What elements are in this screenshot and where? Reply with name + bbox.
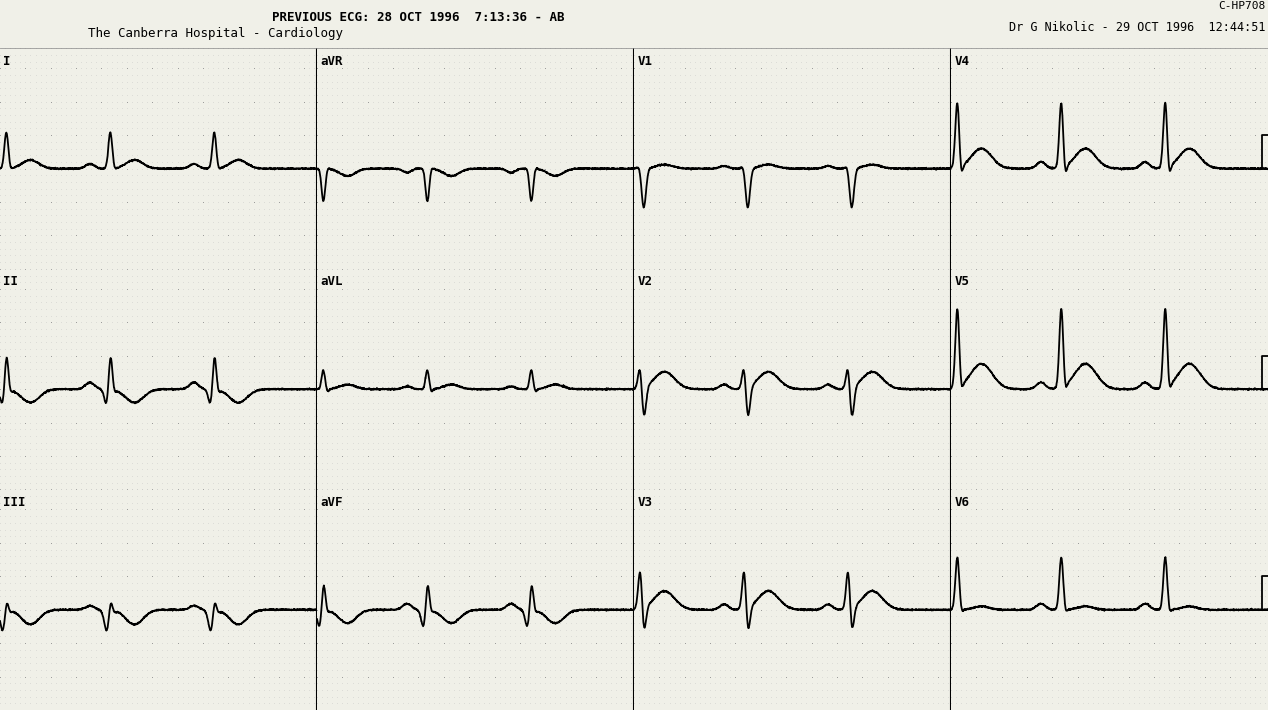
Text: C-HP708: C-HP708 <box>1219 1 1265 11</box>
Text: III: III <box>3 496 25 509</box>
Text: aVL: aVL <box>320 275 342 288</box>
Text: V1: V1 <box>637 55 652 68</box>
Text: The Canberra Hospital - Cardiology: The Canberra Hospital - Cardiology <box>87 27 344 40</box>
Text: I: I <box>3 55 10 68</box>
Text: V2: V2 <box>637 275 652 288</box>
Text: V4: V4 <box>954 55 969 68</box>
Text: V5: V5 <box>954 275 969 288</box>
Text: PREVIOUS ECG: 28 OCT 1996  7:13:36 - AB: PREVIOUS ECG: 28 OCT 1996 7:13:36 - AB <box>273 11 564 23</box>
Text: aVF: aVF <box>320 496 342 509</box>
Text: V3: V3 <box>637 496 652 509</box>
Text: V6: V6 <box>954 496 969 509</box>
Text: Dr G Nikolic - 29 OCT 1996  12:44:51: Dr G Nikolic - 29 OCT 1996 12:44:51 <box>1009 21 1265 34</box>
Text: II: II <box>3 275 18 288</box>
Text: aVR: aVR <box>320 55 342 68</box>
